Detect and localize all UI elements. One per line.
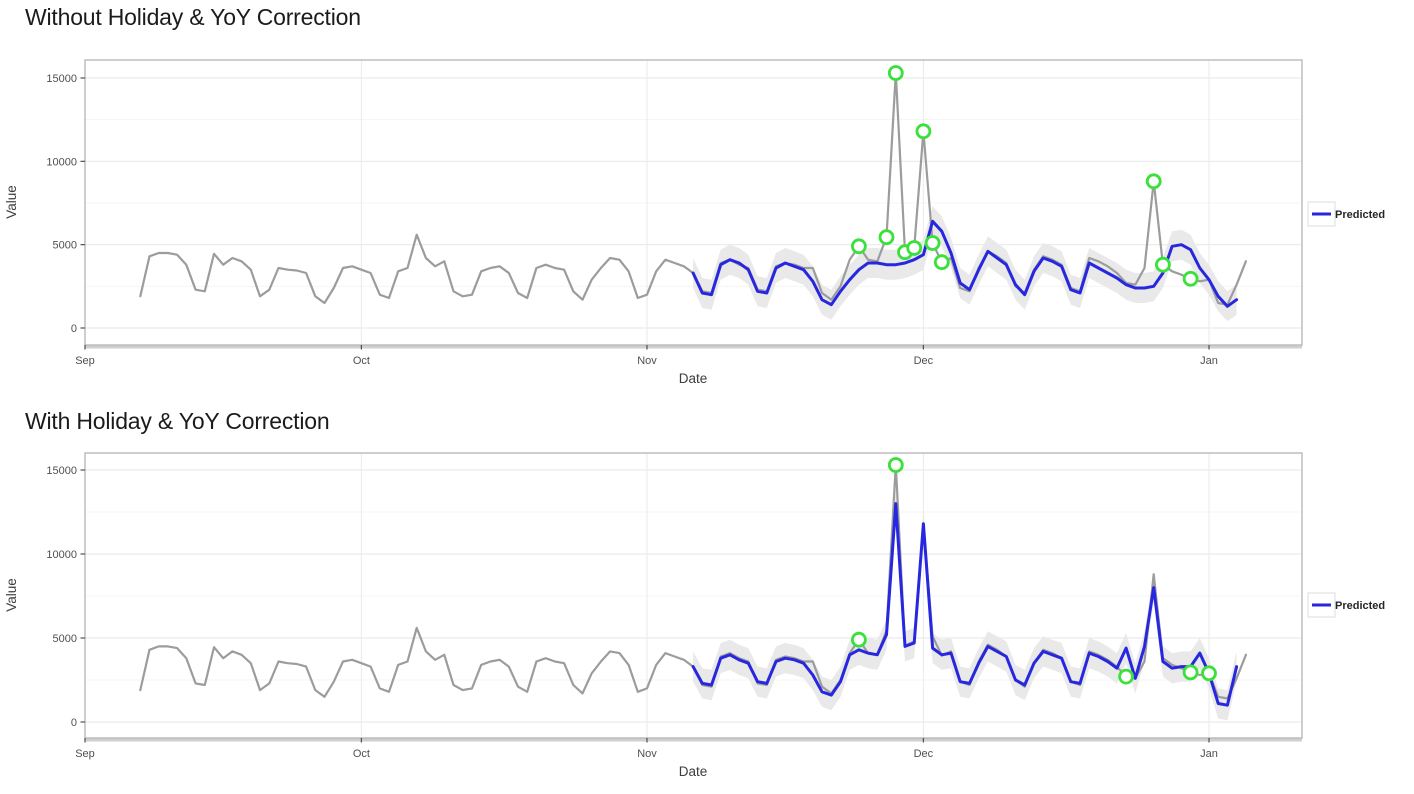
y-tick-label: 15000	[46, 465, 77, 477]
grid-layer	[85, 453, 1302, 738]
anomaly-marker	[933, 254, 950, 271]
legend: Predicted	[1307, 201, 1385, 227]
chart-svg-1: With Holiday & YoY Correction 0 5000 10000…	[4, 408, 1385, 779]
y-axis-title: Value	[4, 185, 19, 219]
y-tick-label: 10000	[46, 549, 77, 561]
anomaly-marker	[1182, 270, 1199, 287]
y-tick-label: 15000	[46, 73, 77, 85]
x-tick-label: Dec	[914, 355, 934, 367]
confidence-band	[693, 206, 1237, 322]
confidence-band	[693, 488, 1237, 721]
y-tick-label: 10000	[46, 156, 77, 168]
grid-layer	[85, 60, 1302, 345]
anomaly-layer	[851, 65, 1199, 287]
anomaly-marker	[851, 238, 867, 255]
anomaly-marker	[1182, 664, 1199, 681]
series-layer	[139, 71, 1248, 308]
anomaly-marker	[1145, 173, 1162, 190]
anomaly-marker	[915, 123, 932, 140]
anomaly-marker	[1155, 256, 1171, 273]
x-tick-label: Nov	[637, 748, 657, 760]
x-tick-label: Oct	[353, 748, 370, 760]
x-tick-label: Jan	[1200, 355, 1218, 367]
anomaly-marker	[851, 631, 867, 648]
anomaly-marker	[887, 457, 904, 473]
anomaly-marker	[1118, 668, 1134, 685]
anomaly-marker	[906, 240, 923, 256]
legend-label: Predicted	[1335, 600, 1385, 612]
axis-layer: 0 5000 10000 15000 Sep Oct Nov Dec Jan	[46, 59, 1303, 367]
panel-border	[84, 452, 1303, 739]
y-tick-label: 5000	[53, 633, 77, 645]
x-tick-label: Dec	[914, 748, 934, 760]
y-tick-label: 0	[71, 717, 77, 729]
panel-border	[84, 59, 1303, 346]
predicted-series-line	[691, 502, 1239, 707]
chart-title: With Holiday & YoY Correction	[25, 408, 329, 434]
x-tick-label: Sep	[75, 355, 95, 367]
anomaly-marker	[878, 229, 895, 246]
x-tick-label: Nov	[637, 355, 657, 367]
chart-svg-0: Without Holiday & YoY Correction 0 5000 10…	[4, 4, 1385, 386]
y-tick-label: 0	[71, 323, 77, 335]
anomaly-marker	[887, 65, 904, 81]
x-tick-label: Sep	[75, 748, 95, 760]
anomaly-marker	[1201, 665, 1217, 682]
y-axis-title: Value	[4, 578, 19, 612]
anomaly-marker	[924, 235, 941, 251]
legend: Predicted	[1307, 592, 1385, 618]
y-tick-label: 5000	[53, 240, 77, 252]
anomaly-layer	[851, 457, 1217, 685]
x-axis-title: Date	[679, 371, 708, 386]
predicted-series-line	[691, 219, 1239, 308]
chart-title: Without Holiday & YoY Correction	[25, 4, 361, 30]
band-layer	[693, 488, 1237, 721]
x-axis-title: Date	[679, 764, 708, 779]
x-tick-label: Jan	[1200, 748, 1218, 760]
band-layer	[693, 206, 1237, 322]
legend-label: Predicted	[1335, 209, 1385, 221]
axis-layer: 0 5000 10000 15000 Sep Oct Nov Dec Jan	[46, 452, 1303, 760]
series-layer	[139, 463, 1248, 707]
x-tick-label: Oct	[353, 355, 370, 367]
